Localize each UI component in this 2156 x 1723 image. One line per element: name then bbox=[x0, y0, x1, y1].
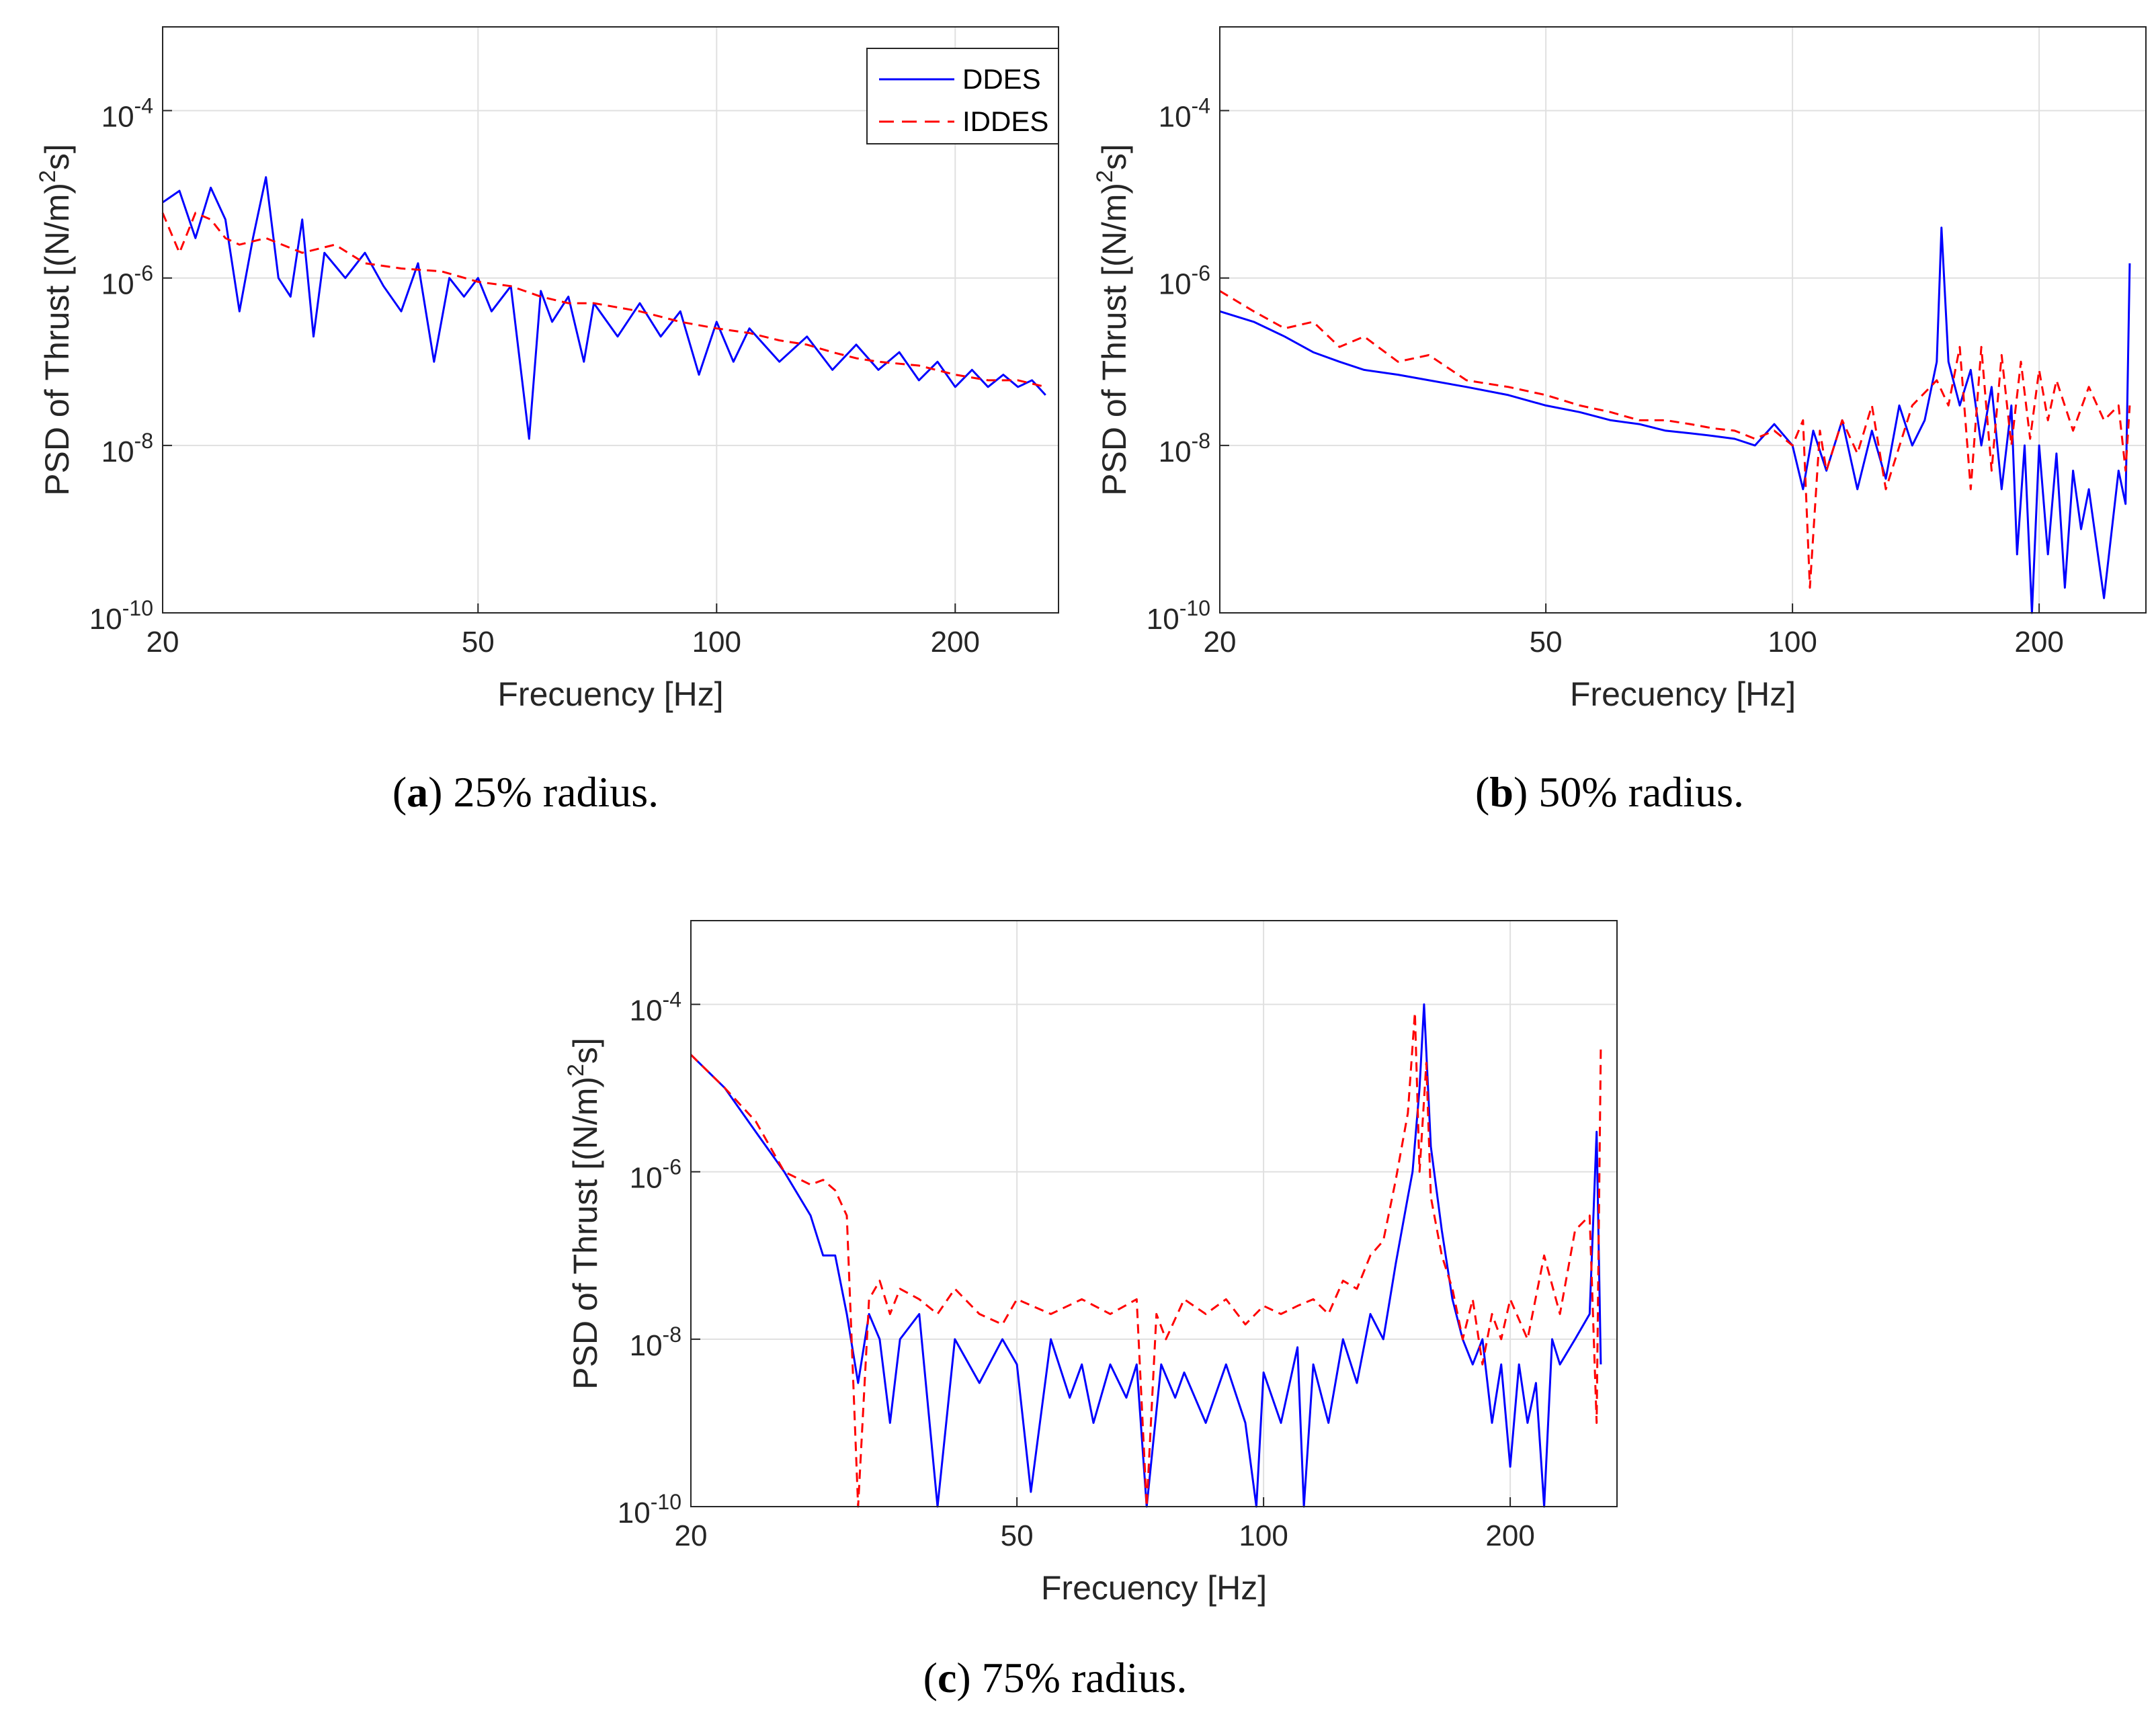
ticks-b: 20 50 100 200 10-10 10-8 10-6 10-4 bbox=[1147, 94, 2064, 659]
y-tick-label-c-1: 10-8 bbox=[630, 1322, 681, 1362]
plot-frame-b bbox=[1219, 26, 2147, 614]
x-tick-label-c-2: 100 bbox=[1239, 1519, 1288, 1552]
subplot-c: 20 50 100 200 10-10 10-8 10-6 10-4 Frecuency [H… bbox=[563, 920, 1618, 1701]
y-tick-label-a-0: 10-10 bbox=[89, 596, 153, 636]
series-group-b bbox=[1219, 226, 2131, 614]
grid-b bbox=[1219, 27, 2146, 614]
legend-iddes-label: IDDES bbox=[962, 106, 1048, 137]
y-axis-label-main-a: PSD of Thrust [(N/m) bbox=[38, 183, 76, 496]
x-tick-label-b-2: 100 bbox=[1768, 626, 1817, 659]
x-tick-label-a-1: 50 bbox=[462, 626, 495, 659]
x-tick-label-a-2: 100 bbox=[692, 626, 741, 659]
series-group-a bbox=[161, 176, 1046, 440]
caption-letter-a: a bbox=[407, 768, 428, 816]
y-axis-label-tail-a: s] bbox=[38, 144, 76, 170]
y-axis-label-b: PSD of Thrust [(N/m)2s] bbox=[1092, 144, 1133, 496]
y-tick-label-a-2: 10-6 bbox=[101, 261, 153, 301]
y-axis-label-a: PSD of Thrust [(N/m)2s] bbox=[35, 144, 76, 496]
caption-text-c: 75% radius. bbox=[982, 1654, 1188, 1701]
legend-box bbox=[866, 48, 1059, 144]
y-tick-label-c-0: 10-10 bbox=[618, 1490, 681, 1529]
x-tick-label-c-3: 200 bbox=[1485, 1519, 1534, 1552]
x-tick-label-b-0: 20 bbox=[1204, 626, 1237, 659]
legend: DDES IDDES bbox=[866, 48, 1059, 144]
subplot-a: 20 50 100 200 10-10 10-8 10-6 10-4 Frecuency [H… bbox=[35, 26, 1059, 816]
y-axis-label-tail-b: s] bbox=[1095, 144, 1133, 170]
y-axis-label-c: PSD of Thrust [(N/m)2s] bbox=[563, 1038, 604, 1390]
ticks-c: 20 50 100 200 10-10 10-8 10-6 10-4 bbox=[618, 988, 1535, 1552]
series-ddes-c bbox=[690, 1003, 1602, 1508]
ticks-a: 20 50 100 200 10-10 10-8 10-6 10-4 bbox=[89, 94, 980, 659]
x-axis-label-b: Frecuency [Hz] bbox=[1570, 675, 1796, 713]
y-tick-label-c-3: 10-4 bbox=[630, 988, 681, 1027]
y-tick-label-a-3: 10-4 bbox=[101, 94, 153, 134]
caption-c: (c) 75% radius. bbox=[923, 1654, 1188, 1701]
x-axis-label-c: Frecuency [Hz] bbox=[1041, 1569, 1267, 1607]
grid-c bbox=[690, 921, 1617, 1507]
x-tick-label-c-1: 50 bbox=[1001, 1519, 1034, 1552]
caption-text-b: 50% radius. bbox=[1538, 768, 1744, 816]
series-iddes-b bbox=[1219, 290, 2131, 589]
y-axis-label-sup-a: 2 bbox=[35, 170, 60, 183]
y-tick-label-a-1: 10-8 bbox=[101, 429, 153, 468]
y-tick-label-c-2: 10-6 bbox=[630, 1155, 681, 1195]
caption-letter-b: b bbox=[1489, 768, 1514, 816]
y-axis-label-sup-b: 2 bbox=[1092, 170, 1118, 183]
series-iddes-a bbox=[161, 212, 1046, 388]
caption-letter-c: c bbox=[938, 1654, 956, 1701]
x-tick-label-c-0: 20 bbox=[675, 1519, 708, 1552]
series-group-c bbox=[690, 1003, 1602, 1508]
x-tick-label-b-1: 50 bbox=[1530, 626, 1563, 659]
caption-a: (a) 25% radius. bbox=[392, 768, 659, 816]
y-tick-label-b-3: 10-4 bbox=[1159, 94, 1210, 134]
plot-frame-c bbox=[690, 920, 1618, 1507]
x-tick-label-a-3: 200 bbox=[931, 626, 980, 659]
series-iddes-c bbox=[690, 1011, 1602, 1508]
y-axis-label-tail-c: s] bbox=[567, 1038, 604, 1064]
y-tick-label-b-0: 10-10 bbox=[1147, 596, 1210, 636]
x-tick-label-a-0: 20 bbox=[147, 626, 179, 659]
caption-text-a: 25% radius. bbox=[453, 768, 659, 816]
caption-b: (b) 50% radius. bbox=[1475, 768, 1744, 816]
y-axis-label-main-b: PSD of Thrust [(N/m) bbox=[1095, 183, 1133, 496]
series-ddes-a bbox=[162, 176, 1046, 440]
y-tick-label-b-2: 10-6 bbox=[1159, 261, 1210, 301]
series-ddes-b bbox=[1219, 226, 2131, 614]
y-axis-label-sup-c: 2 bbox=[563, 1064, 589, 1077]
x-tick-label-b-3: 200 bbox=[2014, 626, 2063, 659]
y-tick-label-b-1: 10-8 bbox=[1159, 429, 1210, 468]
subplot-b: 20 50 100 200 10-10 10-8 10-6 10-4 Frecuency [H… bbox=[1092, 26, 2147, 816]
plot-frame-a bbox=[162, 26, 1059, 614]
legend-ddes-label: DDES bbox=[962, 63, 1041, 95]
x-axis-label-a: Frecuency [Hz] bbox=[497, 675, 723, 713]
y-axis-label-main-c: PSD of Thrust [(N/m) bbox=[567, 1077, 604, 1390]
